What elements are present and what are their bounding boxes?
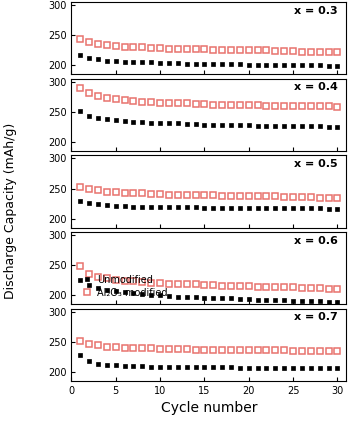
- Legend: Unmodified, Al₂O₃ modified: Unmodified, Al₂O₃ modified: [79, 273, 170, 299]
- Text: x = 0.3: x = 0.3: [295, 6, 338, 16]
- Text: x = 0.7: x = 0.7: [294, 312, 338, 322]
- Text: x = 0.5: x = 0.5: [295, 159, 338, 169]
- Text: x = 0.4: x = 0.4: [294, 83, 338, 92]
- X-axis label: Cycle number: Cycle number: [161, 401, 257, 416]
- Text: x = 0.6: x = 0.6: [294, 236, 338, 246]
- Text: Discharge Capacity (mAh/g): Discharge Capacity (mAh/g): [4, 123, 17, 298]
